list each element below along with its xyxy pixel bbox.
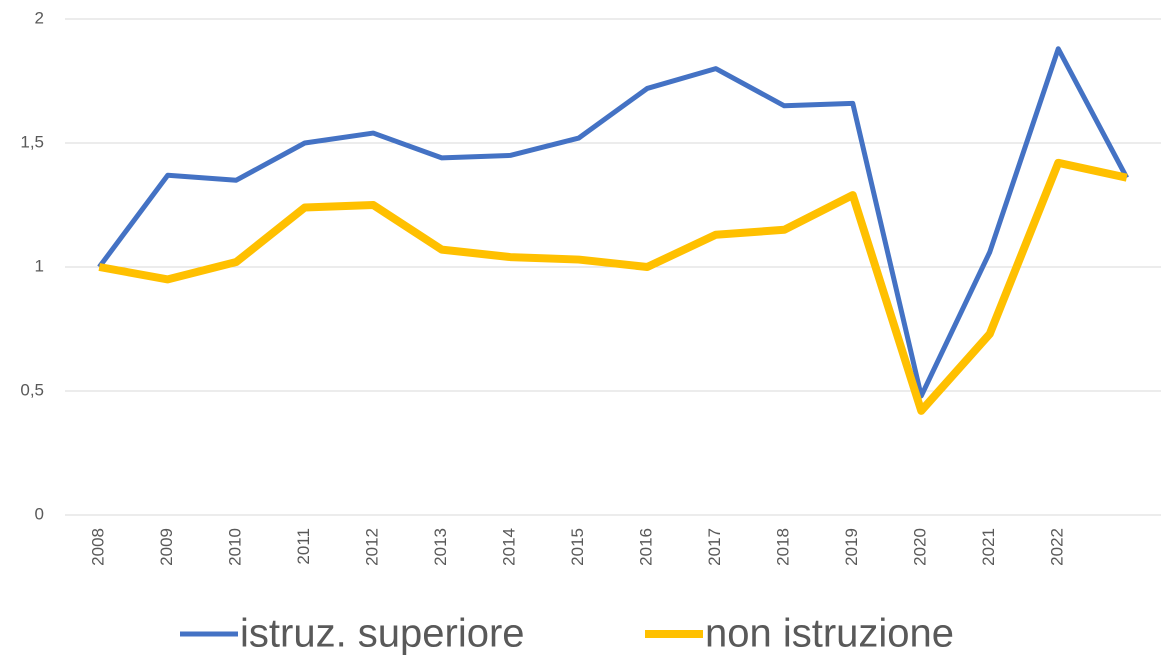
y-tick-label: 0,5	[20, 380, 44, 399]
x-tick-label: 2010	[226, 528, 245, 566]
x-tick-label: 2008	[89, 528, 108, 566]
x-tick-label: 2013	[431, 528, 450, 566]
x-tick-label: 2019	[842, 528, 861, 566]
x-tick-label: 2021	[979, 528, 998, 566]
series-line	[97, 46, 1129, 399]
x-tick-label: 2011	[294, 528, 313, 565]
y-tick-label: 1,5	[20, 132, 44, 151]
x-tick-label: 2012	[363, 528, 382, 566]
y-tick-label: 0	[35, 504, 44, 523]
x-tick-label: 2009	[157, 528, 176, 566]
y-tick-label: 1	[35, 256, 44, 275]
x-tick-label: 2022	[1048, 528, 1067, 566]
y-tick-label: 2	[35, 8, 44, 27]
legend-label: non istruzione	[705, 612, 954, 655]
x-tick-label: 2018	[774, 528, 793, 566]
x-tick-label: 2016	[637, 528, 656, 566]
x-tick-label: 2020	[911, 528, 930, 566]
x-tick-label: 2014	[500, 528, 519, 566]
series-line	[98, 158, 1128, 415]
x-tick-label: 2017	[705, 528, 724, 566]
legend-label: istruz. superiore	[240, 612, 525, 655]
x-tick-label: 2015	[568, 528, 587, 566]
